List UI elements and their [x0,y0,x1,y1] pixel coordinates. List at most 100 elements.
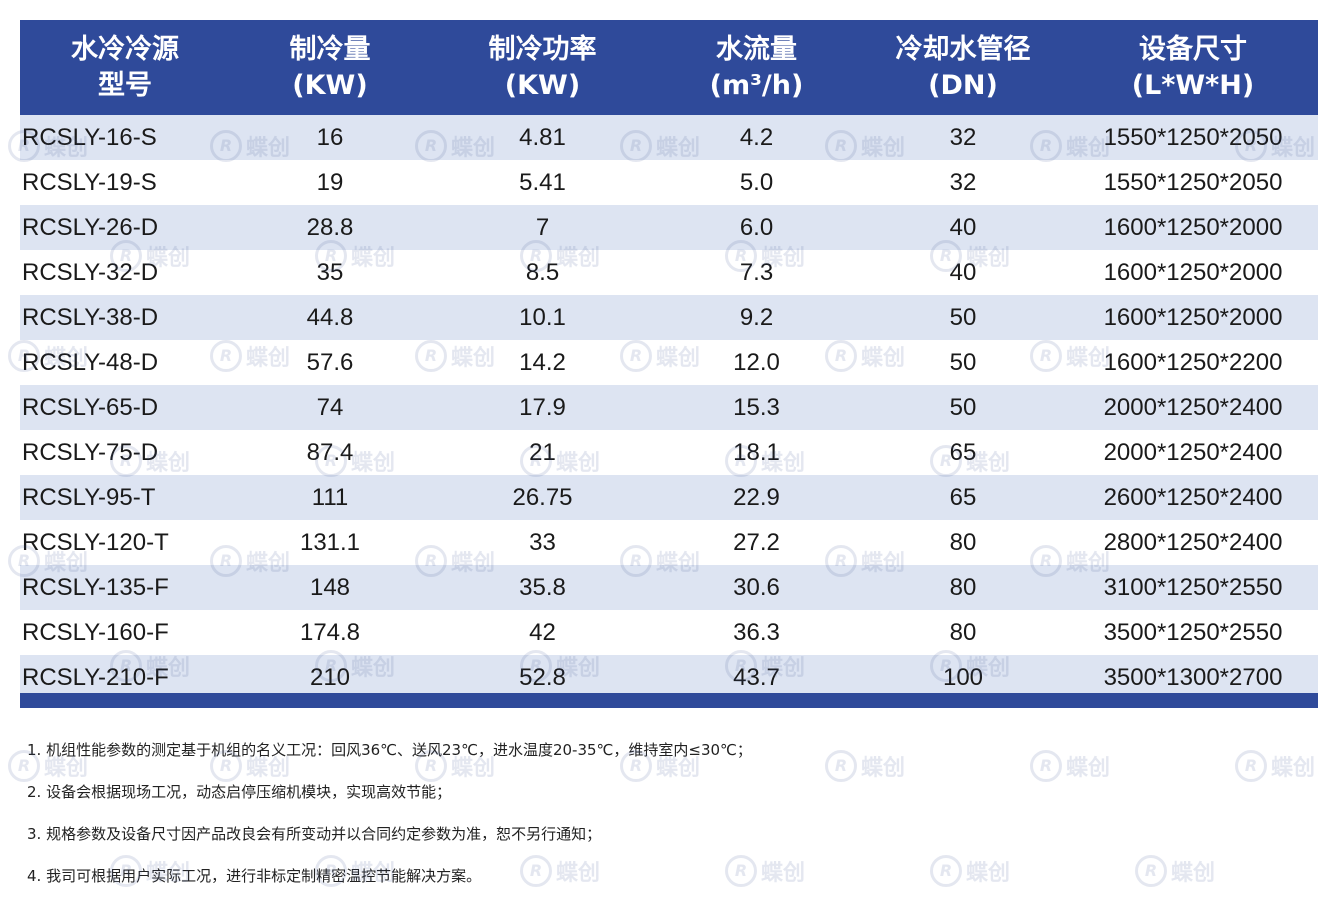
cell-dimensions: 2000*1250*2400 [1103,438,1283,466]
cell-cooling-power: 4.81 [519,123,566,151]
table-bottom-bar [20,693,1318,708]
cell-model: RCSLY-32-D [22,258,159,286]
cell-cooling-power: 42 [529,618,556,646]
table-row: RCSLY-16-S 16 4.81 4.2 32 1550*1250*2050 [20,115,1318,160]
cell-cooling-power: 35.8 [519,573,566,601]
cell-pipe-diameter: 50 [949,303,977,331]
cell-water-flow: 15.3 [733,393,780,421]
cell-dimensions: 3100*1250*2550 [1103,573,1283,601]
cell-pipe-diameter: 40 [949,258,977,286]
table-row: RCSLY-120-T 131.1 33 27.2 80 2800*1250*2400 [20,520,1318,565]
cell-water-flow: 43.7 [733,663,780,691]
cell-cooling-capacity: 35 [316,258,344,286]
header-dimensions: 设备尺寸 (L*W*H) [1131,33,1255,101]
cell-cooling-capacity: 148 [309,573,351,601]
header-model: 水冷冷源 型号 [71,33,179,101]
cell-dimensions: 3500*1250*2550 [1103,618,1283,646]
header-cooling-capacity: 制冷量 (KW) [289,33,371,101]
cell-cooling-power: 52.8 [519,663,566,691]
cell-model: RCSLY-19-S [22,168,157,196]
cell-cooling-power: 7 [535,213,550,241]
cell-pipe-diameter: 65 [949,438,977,466]
header-row: 水冷冷源 型号 制冷量 (KW) 制冷功率 (KW) 水流量 (m³/h) 冷却… [20,20,1318,115]
table-row: RCSLY-160-F 174.8 42 36.3 80 3500*1250*2550 [20,610,1318,655]
cell-cooling-capacity: 44.8 [306,303,354,331]
cell-dimensions: 1600*1250*2000 [1103,213,1283,241]
cell-cooling-power: 8.5 [525,258,560,286]
cell-model: RCSLY-48-D [22,348,159,376]
table-row: RCSLY-38-D 44.8 10.1 9.2 50 1600*1250*2000 [20,295,1318,340]
spec-table: 水冷冷源 型号 制冷量 (KW) 制冷功率 (KW) 水流量 (m³/h) 冷却… [20,20,1318,700]
cell-water-flow: 9.2 [739,303,774,331]
table-row: RCSLY-19-S 19 5.41 5.0 32 1550*1250*2050 [20,160,1318,205]
cell-pipe-diameter: 80 [949,618,977,646]
cell-model: RCSLY-26-D [22,213,159,241]
table-row: RCSLY-48-D 57.6 14.2 12.0 50 1600*1250*2200 [20,340,1318,385]
cell-cooling-capacity: 131.1 [299,528,361,556]
cell-water-flow: 5.0 [739,168,774,196]
cell-water-flow: 27.2 [733,528,780,556]
cell-pipe-diameter: 32 [949,123,977,151]
cell-dimensions: 2600*1250*2400 [1103,483,1283,511]
table-row: RCSLY-135-F 148 35.8 30.6 80 3100*1250*2550 [20,565,1318,610]
cell-model: RCSLY-95-T [22,483,156,511]
cell-cooling-capacity: 87.4 [306,438,354,466]
cell-cooling-power: 21 [529,438,556,466]
cell-cooling-capacity: 174.8 [299,618,361,646]
cell-cooling-capacity: 210 [309,663,351,691]
cell-pipe-diameter: 32 [949,168,977,196]
cell-cooling-power: 17.9 [519,393,566,421]
cell-water-flow: 30.6 [733,573,780,601]
note-2: 2. 设备会根据现场工况，动态启停压缩机模块，实现高效节能； [27,783,452,801]
cell-pipe-diameter: 80 [949,573,977,601]
cell-water-flow: 4.2 [739,123,774,151]
cell-water-flow: 36.3 [733,618,780,646]
cell-pipe-diameter: 50 [949,348,977,376]
header-water-flow: 水流量 (m³/h) [709,33,804,101]
cell-dimensions: 1600*1250*2000 [1103,303,1283,331]
cell-cooling-capacity: 57.6 [306,348,354,376]
cell-dimensions: 3500*1300*2700 [1103,663,1283,691]
cell-dimensions: 1550*1250*2050 [1103,123,1283,151]
note-4: 4. 我司可根据用户实际工况，进行非标定制精密温控节能解决方案。 [27,867,482,885]
cell-model: RCSLY-38-D [22,303,159,331]
cell-model: RCSLY-120-T [22,528,169,556]
cell-pipe-diameter: 65 [949,483,977,511]
note-1: 1. 机组性能参数的测定基于机组的名义工况：回风36℃、送风23℃，进水温度20… [27,741,752,759]
notes: 1. 机组性能参数的测定基于机组的名义工况：回风36℃、送风23℃，进水温度20… [27,740,1307,908]
cell-pipe-diameter: 100 [942,663,984,691]
cell-pipe-diameter: 40 [949,213,977,241]
cell-cooling-power: 10.1 [519,303,566,331]
cell-cooling-capacity: 16 [316,123,344,151]
cell-cooling-power: 5.41 [519,168,566,196]
cell-dimensions: 1600*1250*2200 [1103,348,1283,376]
cell-cooling-capacity: 19 [316,168,344,196]
header-pipe-diameter: 冷却水管径 (DN) [895,33,1031,101]
table-row: RCSLY-95-T 111 26.75 22.9 65 2600*1250*2400 [20,475,1318,520]
table-body: RCSLY-16-S 16 4.81 4.2 32 1550*1250*2050 RCSLY… [20,115,1318,700]
cell-water-flow: 6.0 [739,213,774,241]
cell-model: RCSLY-65-D [22,393,159,421]
cell-cooling-power: 33 [529,528,556,556]
table-row: RCSLY-32-D 35 8.5 7.3 40 1600*1250*2000 [20,250,1318,295]
cell-cooling-capacity: 74 [316,393,344,421]
cell-dimensions: 2800*1250*2400 [1103,528,1283,556]
cell-model: RCSLY-75-D [22,438,159,466]
cell-cooling-power: 14.2 [519,348,566,376]
cell-cooling-capacity: 111 [311,483,349,511]
cell-cooling-capacity: 28.8 [306,213,354,241]
table-row: RCSLY-75-D 87.4 21 18.1 65 2000*1250*2400 [20,430,1318,475]
cell-water-flow: 7.3 [739,258,774,286]
table-row: RCSLY-210-F 210 52.8 43.7 100 3500*1300*2700 [20,655,1318,700]
cell-dimensions: 1550*1250*2050 [1103,168,1283,196]
header-cooling-power: 制冷功率 (KW) [488,33,597,101]
cell-water-flow: 18.1 [733,438,780,466]
table-row: RCSLY-65-D 74 17.9 15.3 50 2000*1250*2400 [20,385,1318,430]
cell-dimensions: 2000*1250*2400 [1103,393,1283,421]
cell-model: RCSLY-135-F [22,573,169,601]
note-3: 3. 规格参数及设备尺寸因产品改良会有所变动并以合同约定参数为准，恕不另行通知； [27,825,602,843]
cell-pipe-diameter: 80 [949,528,977,556]
cell-pipe-diameter: 50 [949,393,977,421]
cell-model: RCSLY-16-S [22,123,157,151]
cell-model: RCSLY-210-F [22,663,169,691]
